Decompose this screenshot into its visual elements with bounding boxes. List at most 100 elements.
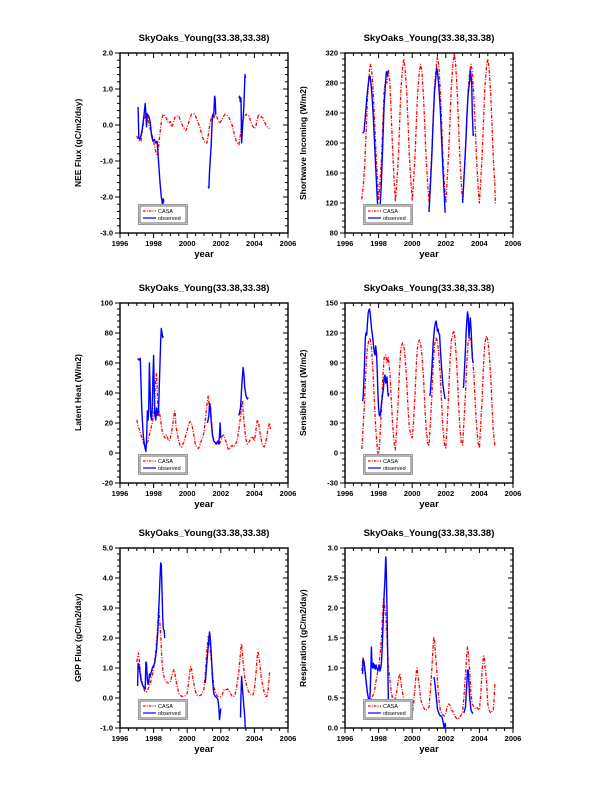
y-tick-label: 1.0 [328,664,338,673]
x-tick-label: 2006 [505,489,522,498]
y-tick-label: 20 [105,419,113,428]
x-tick-label: 1996 [112,489,129,498]
y-tick-label: 1.0 [103,85,113,94]
chart-canvas-sensible-heat: 1996 1998 2000 2002 2004 2006 150 120 90 60 30 0 -30… [325,299,522,499]
chart-cell-shortwave: SkyOaks_Young(33.38,33.38) Shortwave Inc… [283,23,533,283]
chart-canvas-gpp: 1996 1998 2000 2002 2004 2006 5.0 4.0 3.0 2.0 1.0 0… [100,544,296,744]
x-tick-label: 2004 [246,239,264,248]
observed-line [204,631,222,721]
x-tick-label: 2000 [404,734,421,743]
chart-title: SkyOaks_Young(33.38,33.38) [363,283,495,294]
y-tick-label: 2.5 [328,574,338,583]
x-tick-label: 1996 [337,489,354,498]
y-tick-label: 1.0 [103,664,113,673]
y-tick-label: 0.0 [103,121,113,130]
observed-line [238,73,247,144]
observed-line [361,556,390,720]
legend-observed-label: observed [158,216,181,222]
x-axis-label: year [194,744,214,755]
casa-line [136,111,270,157]
legend-casa-label: CASA [158,459,173,465]
x-tick-label: 2004 [471,734,489,743]
x-tick-label: 1998 [370,239,387,248]
x-tick-label: 1998 [370,489,387,498]
chart-title: SkyOaks_Young(33.38,33.38) [138,283,270,294]
legend-observed-label: observed [383,466,406,472]
y-tick-label: 120 [325,199,338,208]
y-tick-label: 2.0 [103,49,113,58]
observed-line [463,669,474,714]
legend-casa-label: CASA [383,459,398,465]
legend-box [139,455,187,474]
y-tick-label: 100 [100,299,113,308]
chart-cell-respiration: SkyOaks_Young(33.38,33.38) Respiration (… [283,518,533,778]
y-tick-label: -1.0 [100,157,113,166]
x-tick-label: 2006 [280,489,297,498]
chart-cell-latent-heat: SkyOaks_Young(33.38,33.38) Latent Heat (… [58,273,308,533]
legend-observed-label: observed [383,216,406,222]
x-tick-label: 2004 [246,489,264,498]
chart-canvas-respiration: 1996 1998 2000 2002 2004 2006 3.0 2.5 2.0 1.5 1.0 0… [328,544,522,744]
x-tick-label: 1998 [370,734,387,743]
chart-canvas-nee: 1996 1998 2000 2002 2004 2006 2.0 1.0 0.0 -1.0 -2.… [100,49,296,249]
legend-box [139,205,187,224]
y-tick-label: 0.5 [328,694,338,703]
y-tick-label: 60 [105,359,113,368]
x-tick-label: 1996 [112,734,129,743]
y-tick-label: -30 [327,479,338,488]
observed-line [207,95,217,189]
x-tick-label: 1996 [337,734,354,743]
legend-box [364,205,412,224]
x-tick-label: 2000 [404,489,421,498]
x-tick-label: 2000 [179,734,196,743]
x-tick-label: 1998 [145,489,162,498]
x-tick-label: 2004 [471,489,489,498]
x-axis-label: year [194,249,214,260]
x-tick-label: 2006 [505,239,522,248]
legend-casa-label: CASA [158,209,173,215]
observed-line [462,311,474,389]
x-axis-label: year [419,249,439,260]
y-tick-label: 90 [330,359,338,368]
x-tick-label: 2000 [179,489,196,498]
observed-line [433,676,447,729]
legend-casa-label: CASA [383,209,398,215]
y-tick-label: 0.0 [103,694,113,703]
y-tick-label: 2.0 [103,634,113,643]
observed-line [136,562,166,690]
chart-title: SkyOaks_Young(33.38,33.38) [363,528,495,539]
y-tick-label: 80 [330,229,338,238]
y-tick-label: 160 [325,169,338,178]
x-tick-label: 2004 [471,239,489,248]
y-tick-label: 320 [325,49,338,58]
x-tick-label: 2006 [505,734,522,743]
y-tick-label: -2.0 [100,193,113,202]
x-axis-label: year [194,499,214,510]
x-tick-label: 2002 [212,239,229,248]
y-tick-label: 40 [105,389,113,398]
x-tick-label: 2002 [437,239,454,248]
y-tick-label: 2.0 [328,604,338,613]
x-tick-label: 2002 [437,489,454,498]
y-tick-label: 3.0 [103,604,113,613]
x-tick-label: 2002 [212,734,229,743]
x-tick-label: 2002 [212,489,229,498]
y-tick-label: 120 [325,329,338,338]
legend-box [139,700,187,719]
x-tick-label: 2002 [437,734,454,743]
chart-cell-gpp: SkyOaks_Young(33.38,33.38) GPP Flux (gC/… [58,518,308,778]
y-tick-label: 1.5 [328,634,338,643]
observed-line [206,402,222,445]
chart-title: SkyOaks_Young(33.38,33.38) [363,33,495,44]
y-tick-label: -20 [102,479,113,488]
chart-canvas-shortwave: 1996 1998 2000 2002 2004 2006 320 280 240 200 160 1… [325,49,522,249]
chart-cell-sensible-heat: SkyOaks_Young(33.38,33.38) Sensible Heat… [283,273,533,533]
x-tick-label: 1998 [145,239,162,248]
x-axis-label: year [419,744,439,755]
y-tick-label: 80 [105,329,113,338]
legend-observed-label: observed [158,711,181,717]
observed-line [239,675,247,730]
legend-box [364,700,412,719]
y-tick-label: 60 [330,389,338,398]
y-tick-label: 4.0 [103,574,113,583]
